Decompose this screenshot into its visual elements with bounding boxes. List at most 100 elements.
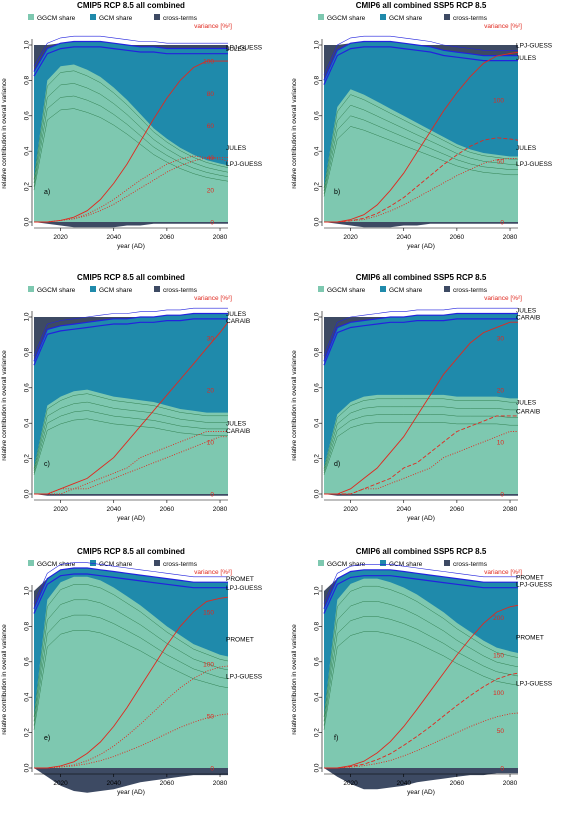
gcm-envelope-line — [323, 312, 518, 362]
ensemble-line — [323, 115, 518, 194]
x-tick-label: 2060 — [160, 780, 175, 787]
x-axis-label: year (AD) — [117, 789, 145, 796]
model-label: LPJ-GUESS — [516, 681, 553, 688]
variance-line-solid — [324, 321, 518, 495]
y-tick-label: 0.8 — [314, 348, 321, 357]
y-tick-label: 1.0 — [24, 586, 31, 595]
model-label: JULES — [226, 421, 247, 428]
ggcm-share-area — [34, 64, 228, 222]
ensemble-line — [323, 631, 519, 730]
x-tick-label: 2040 — [106, 234, 121, 241]
x-tick-label: 2080 — [213, 506, 228, 513]
model-label: JULES — [516, 55, 537, 62]
variance-axis-label: variance [%²] — [194, 569, 232, 576]
ensemble-line — [323, 126, 518, 197]
legend-swatch — [444, 286, 450, 292]
variance-tick-label: 100 — [203, 661, 214, 668]
y-tick-label: 0.8 — [24, 348, 31, 357]
variance-tick-label: 60 — [207, 123, 215, 130]
variance-line-dotted — [324, 158, 518, 223]
panel-letter: a) — [44, 189, 50, 196]
gcm-envelope-line — [33, 318, 228, 366]
legend-label: GGCM share — [327, 15, 366, 22]
x-tick-label: 2060 — [160, 506, 175, 513]
legend-swatch — [380, 14, 386, 20]
variance-tick-label: 40 — [207, 155, 215, 162]
ensemble-line — [33, 630, 229, 730]
y-tick-label: 1.0 — [314, 312, 321, 321]
variance-line-dotted — [324, 712, 519, 769]
model-label: CARAIB — [516, 315, 540, 322]
x-tick-label: 2060 — [160, 234, 175, 241]
ensemble-line — [33, 401, 228, 471]
ensemble-line — [323, 616, 519, 726]
variance-line-solid — [34, 60, 228, 223]
variance-tick-label: 0 — [500, 766, 504, 773]
legend-label: GCM share — [389, 287, 423, 294]
y-tick-label: 0.8 — [24, 76, 31, 85]
legend-label: cross-terms — [453, 561, 488, 568]
model-label: LPJ-GUESS — [516, 581, 553, 588]
legend-swatch — [90, 286, 96, 292]
legend-label: cross-terms — [163, 561, 198, 568]
y-tick-label: 0.0 — [24, 217, 31, 226]
y-tick-label: 0.0 — [314, 763, 321, 772]
y-tick-label: 0.4 — [314, 146, 321, 155]
ensemble-line — [323, 422, 518, 475]
ensemble-line — [33, 614, 229, 726]
variance-axis-label: variance [%²] — [484, 23, 522, 30]
ggcm-share-area — [324, 578, 518, 768]
y-tick-label: 0.0 — [24, 763, 31, 772]
legend-swatch — [318, 286, 324, 292]
x-axis-label: year (AD) — [407, 789, 435, 796]
variance-tick-label: 0 — [500, 220, 504, 227]
legend-swatch — [318, 14, 324, 20]
legend-swatch — [154, 14, 160, 20]
legend-label: GGCM share — [327, 561, 366, 568]
variance-line-dashed — [324, 672, 519, 769]
legend-label: GCM share — [389, 15, 423, 22]
gcm-envelope-line — [323, 46, 518, 85]
x-tick-label: 2080 — [213, 234, 228, 241]
gcm-envelope-line — [323, 318, 518, 366]
x-tick-label: 2020 — [53, 780, 68, 787]
gcm-envelope-upper-line — [323, 35, 518, 76]
legend-label: cross-terms — [163, 15, 198, 22]
gcm-envelope-upper-line — [323, 564, 518, 604]
variance-line-solid — [324, 51, 519, 223]
y-tick-label: 1.0 — [24, 312, 31, 321]
ensemble-line — [323, 585, 519, 718]
y-tick-label: 0.2 — [314, 454, 321, 463]
ensemble-line — [33, 418, 228, 475]
ensemble-line — [33, 83, 229, 184]
x-axis-label: year (AD) — [407, 243, 435, 250]
legend-swatch — [380, 286, 386, 292]
model-label: JULES — [226, 46, 247, 53]
variance-axis-label: variance [%²] — [194, 23, 232, 30]
chart-panel: CMIP6 all combined SSP5 RCP 8.5 GGCM shar… — [291, 547, 553, 796]
y-tick-label: 0.2 — [24, 728, 31, 737]
variance-tick-label: 200 — [493, 615, 504, 622]
y-tick-label: 1.0 — [314, 586, 321, 595]
model-label: JULES — [226, 311, 247, 318]
panel-letter: b) — [334, 189, 340, 196]
ensemble-line — [33, 584, 229, 718]
y-tick-label: 0.6 — [24, 383, 31, 392]
y-axis-label: relative contribution in overall varianc… — [1, 624, 8, 735]
variance-line-dotted — [34, 436, 228, 495]
legend-swatch — [90, 14, 96, 20]
variance-axis-label: variance [%²] — [194, 295, 232, 302]
model-label: LPJ-GUESS — [226, 44, 263, 51]
variance-line-dotted — [34, 713, 229, 769]
y-axis-label: relative contribution in overall varianc… — [1, 350, 8, 461]
y-axis-label: relative contribution in overall varianc… — [1, 78, 8, 189]
legend-swatch — [154, 286, 160, 292]
model-label: LPJ-GUESS — [516, 43, 553, 50]
y-axis-label: relative contribution in overall varianc… — [291, 624, 298, 735]
variance-tick-label: 20 — [497, 387, 505, 394]
legend-label: GGCM share — [37, 561, 76, 568]
gcm-envelope-line — [33, 312, 228, 362]
